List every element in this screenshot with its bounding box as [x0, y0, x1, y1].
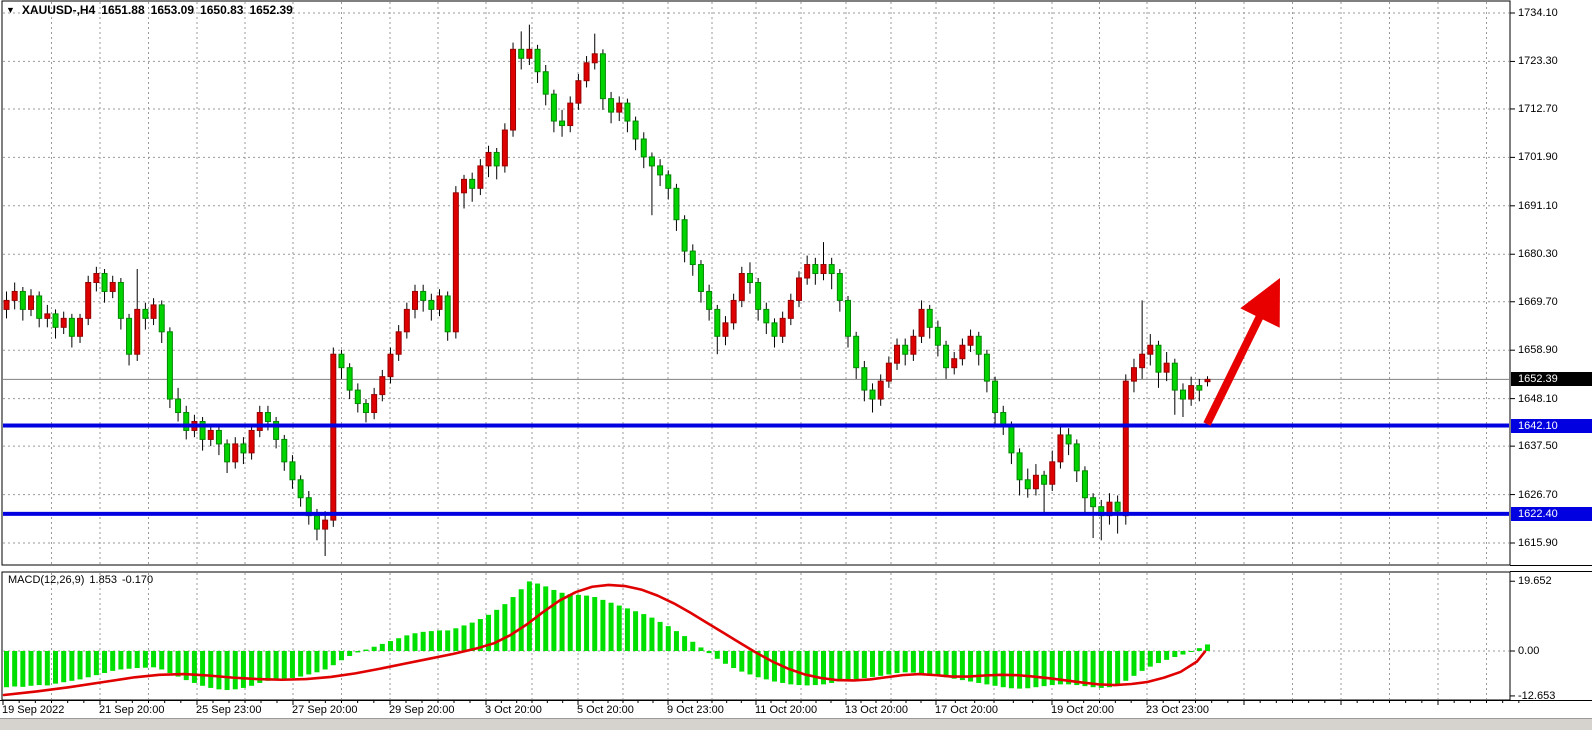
- price-axis-label: 1680.30: [1518, 248, 1558, 261]
- time-axis-label: 9 Oct 23:00: [667, 704, 724, 716]
- time-axis-label: 21 Sep 20:00: [99, 704, 165, 716]
- time-axis-label: 19 Oct 20:00: [1051, 704, 1114, 716]
- price-axis-label: 1734.10: [1518, 7, 1558, 19]
- macd-axis-label: 19.652: [1518, 575, 1552, 588]
- time-axis-label: 11 Oct 20:00: [755, 704, 818, 716]
- time-axis-label: 27 Sep 20:00: [292, 704, 358, 716]
- ohlc-close: 1652.39: [249, 3, 293, 17]
- symbol-dropdown-icon[interactable]: ▼: [6, 5, 15, 15]
- price-axis-label: 1701.90: [1518, 151, 1558, 164]
- time-axis-label: 3 Oct 20:00: [485, 704, 542, 716]
- chart-title: ▼ XAUUSD-,H4 1651.88 1653.09 1650.83 1652.39: [6, 3, 299, 17]
- macd-axis-label: 0.00: [1518, 645, 1540, 657]
- time-axis-label: 17 Oct 20:00: [935, 704, 998, 716]
- time-axis-label: 29 Sep 20:00: [389, 704, 455, 716]
- price-axis-label: 1648.10: [1518, 392, 1558, 405]
- price-axis-label: 1691.10: [1518, 199, 1558, 212]
- time-axis-label: 25 Sep 23:00: [196, 704, 262, 716]
- ohlc-open: 1651.88: [101, 3, 145, 17]
- price-axis-label: 1637.50: [1518, 440, 1558, 453]
- price-axis-label: 1712.70: [1518, 102, 1558, 115]
- price-axis-label: 1669.70: [1518, 295, 1558, 308]
- time-axis-label: 19 Sep 2022: [2, 704, 65, 716]
- price-axis-label: 1626.70: [1518, 488, 1558, 501]
- time-axis-label: 13 Oct 20:00: [845, 704, 908, 716]
- macd-main-value: 1.853: [89, 574, 117, 586]
- price-badge-1642.10[interactable]: 1642.10: [1511, 418, 1592, 433]
- macd-name: MACD(12,26,9): [8, 574, 85, 586]
- time-axis-label: 5 Oct 20:00: [577, 704, 634, 716]
- price-axis-label: 1658.90: [1518, 344, 1558, 357]
- price-badge-1652.39: 1652.39: [1511, 372, 1592, 387]
- window-bottom-strip: [0, 718, 1592, 730]
- symbol-label: XAUUSD-,H4: [21, 3, 96, 17]
- price-axis-label: 1723.30: [1518, 55, 1558, 68]
- price-badge-1622.40[interactable]: 1622.40: [1511, 506, 1592, 521]
- price-axis-label: 1615.90: [1518, 536, 1558, 549]
- macd-axis-label: -12.653: [1518, 689, 1556, 702]
- time-axis-label: 23 Oct 23:00: [1146, 704, 1209, 716]
- ohlc-low: 1650.83: [200, 3, 244, 17]
- macd-indicator-label: MACD(12,26,9) 1.853 -0.170: [8, 574, 158, 586]
- ohlc-high: 1653.09: [150, 3, 195, 17]
- macd-signal-value: -0.170: [121, 574, 154, 586]
